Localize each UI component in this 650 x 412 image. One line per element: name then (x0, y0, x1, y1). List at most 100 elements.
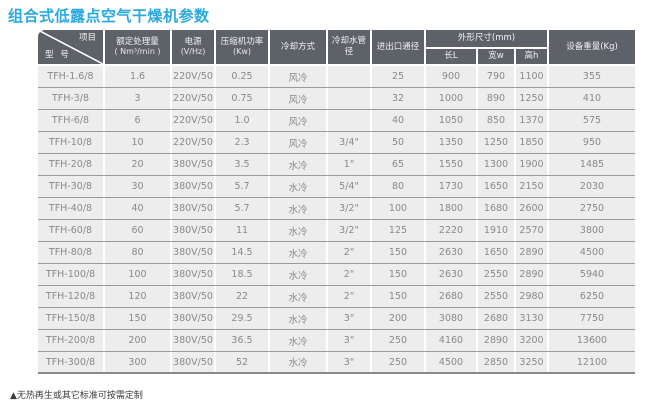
table-cell: 2630 (424, 264, 476, 285)
table-cell: 水冷 (268, 198, 326, 219)
table-cell: 52 (214, 352, 268, 372)
table-cell: 250 (370, 330, 424, 351)
model-cell: TFH-3/8 (38, 88, 103, 109)
table-cell (326, 66, 370, 87)
table-cell: 1.6 (103, 66, 170, 87)
table-cell: 1485 (547, 154, 635, 175)
table-cell: 100 (103, 264, 170, 285)
table-cell: 2980 (514, 286, 547, 307)
table-cell: 水冷 (268, 264, 326, 285)
table-cell: 1050 (424, 110, 476, 131)
table-cell: 22 (214, 286, 268, 307)
footnote: ▲无热再生或其它标准可按需定制 (10, 391, 143, 401)
table-cell: 150 (370, 264, 424, 285)
table-cell: 4500 (424, 352, 476, 372)
table-cell: 10 (103, 132, 170, 153)
model-cell: TFH-40/8 (38, 198, 103, 219)
table-cell: 3080 (424, 308, 476, 329)
table-row: TFH-20/8 20 380V/50 3.5 水冷 1" 65 1550 1300 1900 14… (38, 154, 635, 176)
table-cell: 380V/50 (170, 352, 214, 372)
table-cell: 1650 (476, 242, 514, 263)
model-cell: TFH-30/8 (38, 176, 103, 197)
table-cell: 3" (326, 308, 370, 329)
table-cell: 12100 (547, 352, 635, 372)
table-cell: 5/4" (326, 176, 370, 197)
table-cell: 220V/50 (170, 66, 214, 87)
table-cell: 风冷 (268, 110, 326, 131)
table-cell: 0.25 (214, 66, 268, 87)
table-cell: 950 (547, 132, 635, 153)
table-cell: 2220 (424, 220, 476, 241)
table-cell: 1680 (476, 198, 514, 219)
header-capacity: 额定处理量 ( Nm³/min ) (103, 30, 170, 64)
table-cell: 220V/50 (170, 88, 214, 109)
header-power-supply-label: 电源 (184, 36, 202, 47)
table-cell: 2890 (514, 264, 547, 285)
model-cell: TFH-200/8 (38, 330, 103, 351)
table-cell: 380V/50 (170, 286, 214, 307)
table-header: 项目 型 号 额定处理量 ( Nm³/min ) 电源 (V/Hz) 压缩机功率… (38, 30, 635, 64)
table-cell: 220V/50 (170, 132, 214, 153)
header-cooling-method: 冷却方式 (268, 30, 326, 64)
table-row: TFH-120/8 120 380V/50 22 水冷 2" 150 2680 2550 2980… (38, 286, 635, 308)
model-cell: TFH-60/8 (38, 220, 103, 241)
model-cell: TFH-150/8 (38, 308, 103, 329)
table-cell: 120 (103, 286, 170, 307)
table-row: TFH-3/8 3 220V/50 0.75 风冷 32 1000 890 1250 410 (38, 88, 635, 110)
table-cell: 1350 (424, 132, 476, 153)
table-cell: 1900 (514, 154, 547, 175)
table-cell: 水冷 (268, 220, 326, 241)
page-title: 组合式低露点空气干燥机参数 (8, 7, 210, 25)
table-cell: 80 (370, 176, 424, 197)
table-cell: 220V/50 (170, 110, 214, 131)
table-cell: 2" (326, 286, 370, 307)
table-cell: 200 (370, 308, 424, 329)
table-cell: 0.75 (214, 88, 268, 109)
header-power-supply: 电源 (V/Hz) (170, 30, 214, 64)
table-cell: 水冷 (268, 242, 326, 263)
table-cell: 380V/50 (170, 330, 214, 351)
header-dim-length: 长L (424, 47, 476, 64)
model-cell: TFH-20/8 (38, 154, 103, 175)
table-row: TFH-60/8 60 380V/50 11 水冷 3/2" 125 2220 1910 2570… (38, 220, 635, 242)
table-cell: 790 (476, 66, 514, 87)
table-cell: 6 (103, 110, 170, 131)
table-cell: 900 (424, 66, 476, 87)
table-cell: 29.5 (214, 308, 268, 329)
table-cell: 1730 (424, 176, 476, 197)
table-body: TFH-1.6/8 1.6 220V/50 0.25 风冷 25 900 790 1100 355… (38, 66, 635, 374)
table-cell: 2030 (547, 176, 635, 197)
table-cell: 300 (103, 352, 170, 372)
table-cell: 2890 (476, 330, 514, 351)
table-cell: 3250 (514, 352, 547, 372)
table-cell: 3" (326, 352, 370, 372)
table-cell: 125 (370, 220, 424, 241)
table-row: TFH-6/8 6 220V/50 1.0 风冷 40 1050 850 1370 575 (38, 110, 635, 132)
table-cell: 60 (103, 220, 170, 241)
corner-cell: 项目 型 号 (38, 30, 103, 64)
table-cell: 25 (370, 66, 424, 87)
table-cell: 575 (547, 110, 635, 131)
table-cell: 1370 (514, 110, 547, 131)
table-cell: 380V/50 (170, 220, 214, 241)
table-row: TFH-300/8 300 380V/50 52 水冷 3" 250 4500 2850 3250… (38, 352, 635, 374)
table-cell: 13600 (547, 330, 635, 351)
table-cell: 3.5 (214, 154, 268, 175)
table-cell: 5.7 (214, 176, 268, 197)
header-power-supply-unit: (V/Hz) (180, 47, 206, 57)
table-cell: 1" (326, 154, 370, 175)
model-cell: TFH-6/8 (38, 110, 103, 131)
table-cell: 水冷 (268, 176, 326, 197)
table-cell: 200 (103, 330, 170, 351)
table-cell: 380V/50 (170, 308, 214, 329)
table-cell: 1850 (514, 132, 547, 153)
table-row: TFH-150/8 150 380V/50 29.5 水冷 3" 200 3080 2680 31… (38, 308, 635, 330)
header-dim-width: 宽w (476, 47, 514, 64)
table-cell: 100 (370, 198, 424, 219)
table-cell: 4160 (424, 330, 476, 351)
table-cell: 850 (476, 110, 514, 131)
diagonal-divider-line (38, 30, 103, 64)
table-cell: 3/4" (326, 132, 370, 153)
table-cell: 2600 (514, 198, 547, 219)
